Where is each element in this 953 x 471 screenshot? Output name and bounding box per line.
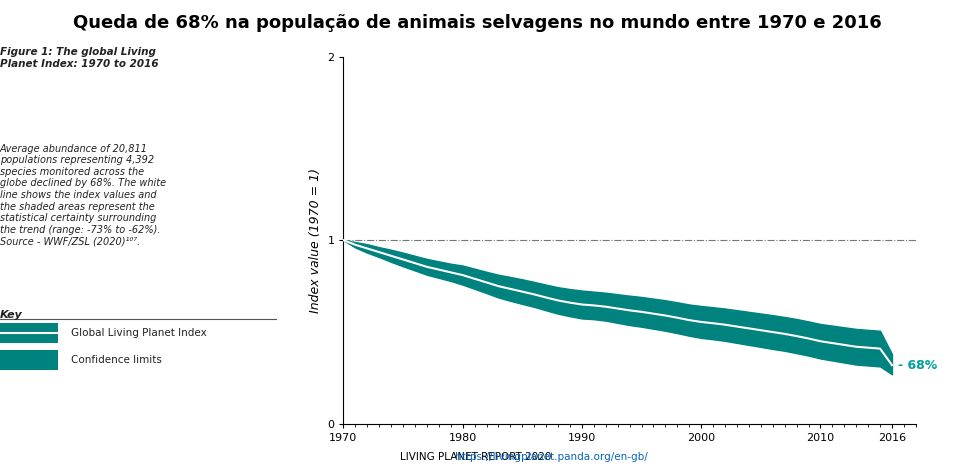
Text: LIVING PLANET REPORT 2020: LIVING PLANET REPORT 2020 bbox=[399, 452, 554, 462]
Y-axis label: Index value (1970 = 1): Index value (1970 = 1) bbox=[309, 168, 321, 313]
Text: Average abundance of 20,811
populations representing 4,392
species monitored acr: Average abundance of 20,811 populations … bbox=[0, 144, 166, 246]
Text: - 68%: - 68% bbox=[897, 358, 936, 372]
FancyBboxPatch shape bbox=[0, 323, 58, 342]
FancyBboxPatch shape bbox=[0, 350, 58, 370]
Text: Queda de 68% na população de animais selvagens no mundo entre 1970 e 2016: Queda de 68% na população de animais sel… bbox=[72, 14, 881, 32]
Text: Figure 1: The global Living
Planet Index: 1970 to 2016: Figure 1: The global Living Planet Index… bbox=[0, 47, 158, 69]
Text: Confidence limits: Confidence limits bbox=[71, 355, 162, 365]
Text: https://livingplanet.panda.org/en-gb/: https://livingplanet.panda.org/en-gb/ bbox=[455, 452, 647, 462]
Text: Key: Key bbox=[0, 310, 23, 320]
Text: Global Living Planet Index: Global Living Planet Index bbox=[71, 328, 207, 338]
